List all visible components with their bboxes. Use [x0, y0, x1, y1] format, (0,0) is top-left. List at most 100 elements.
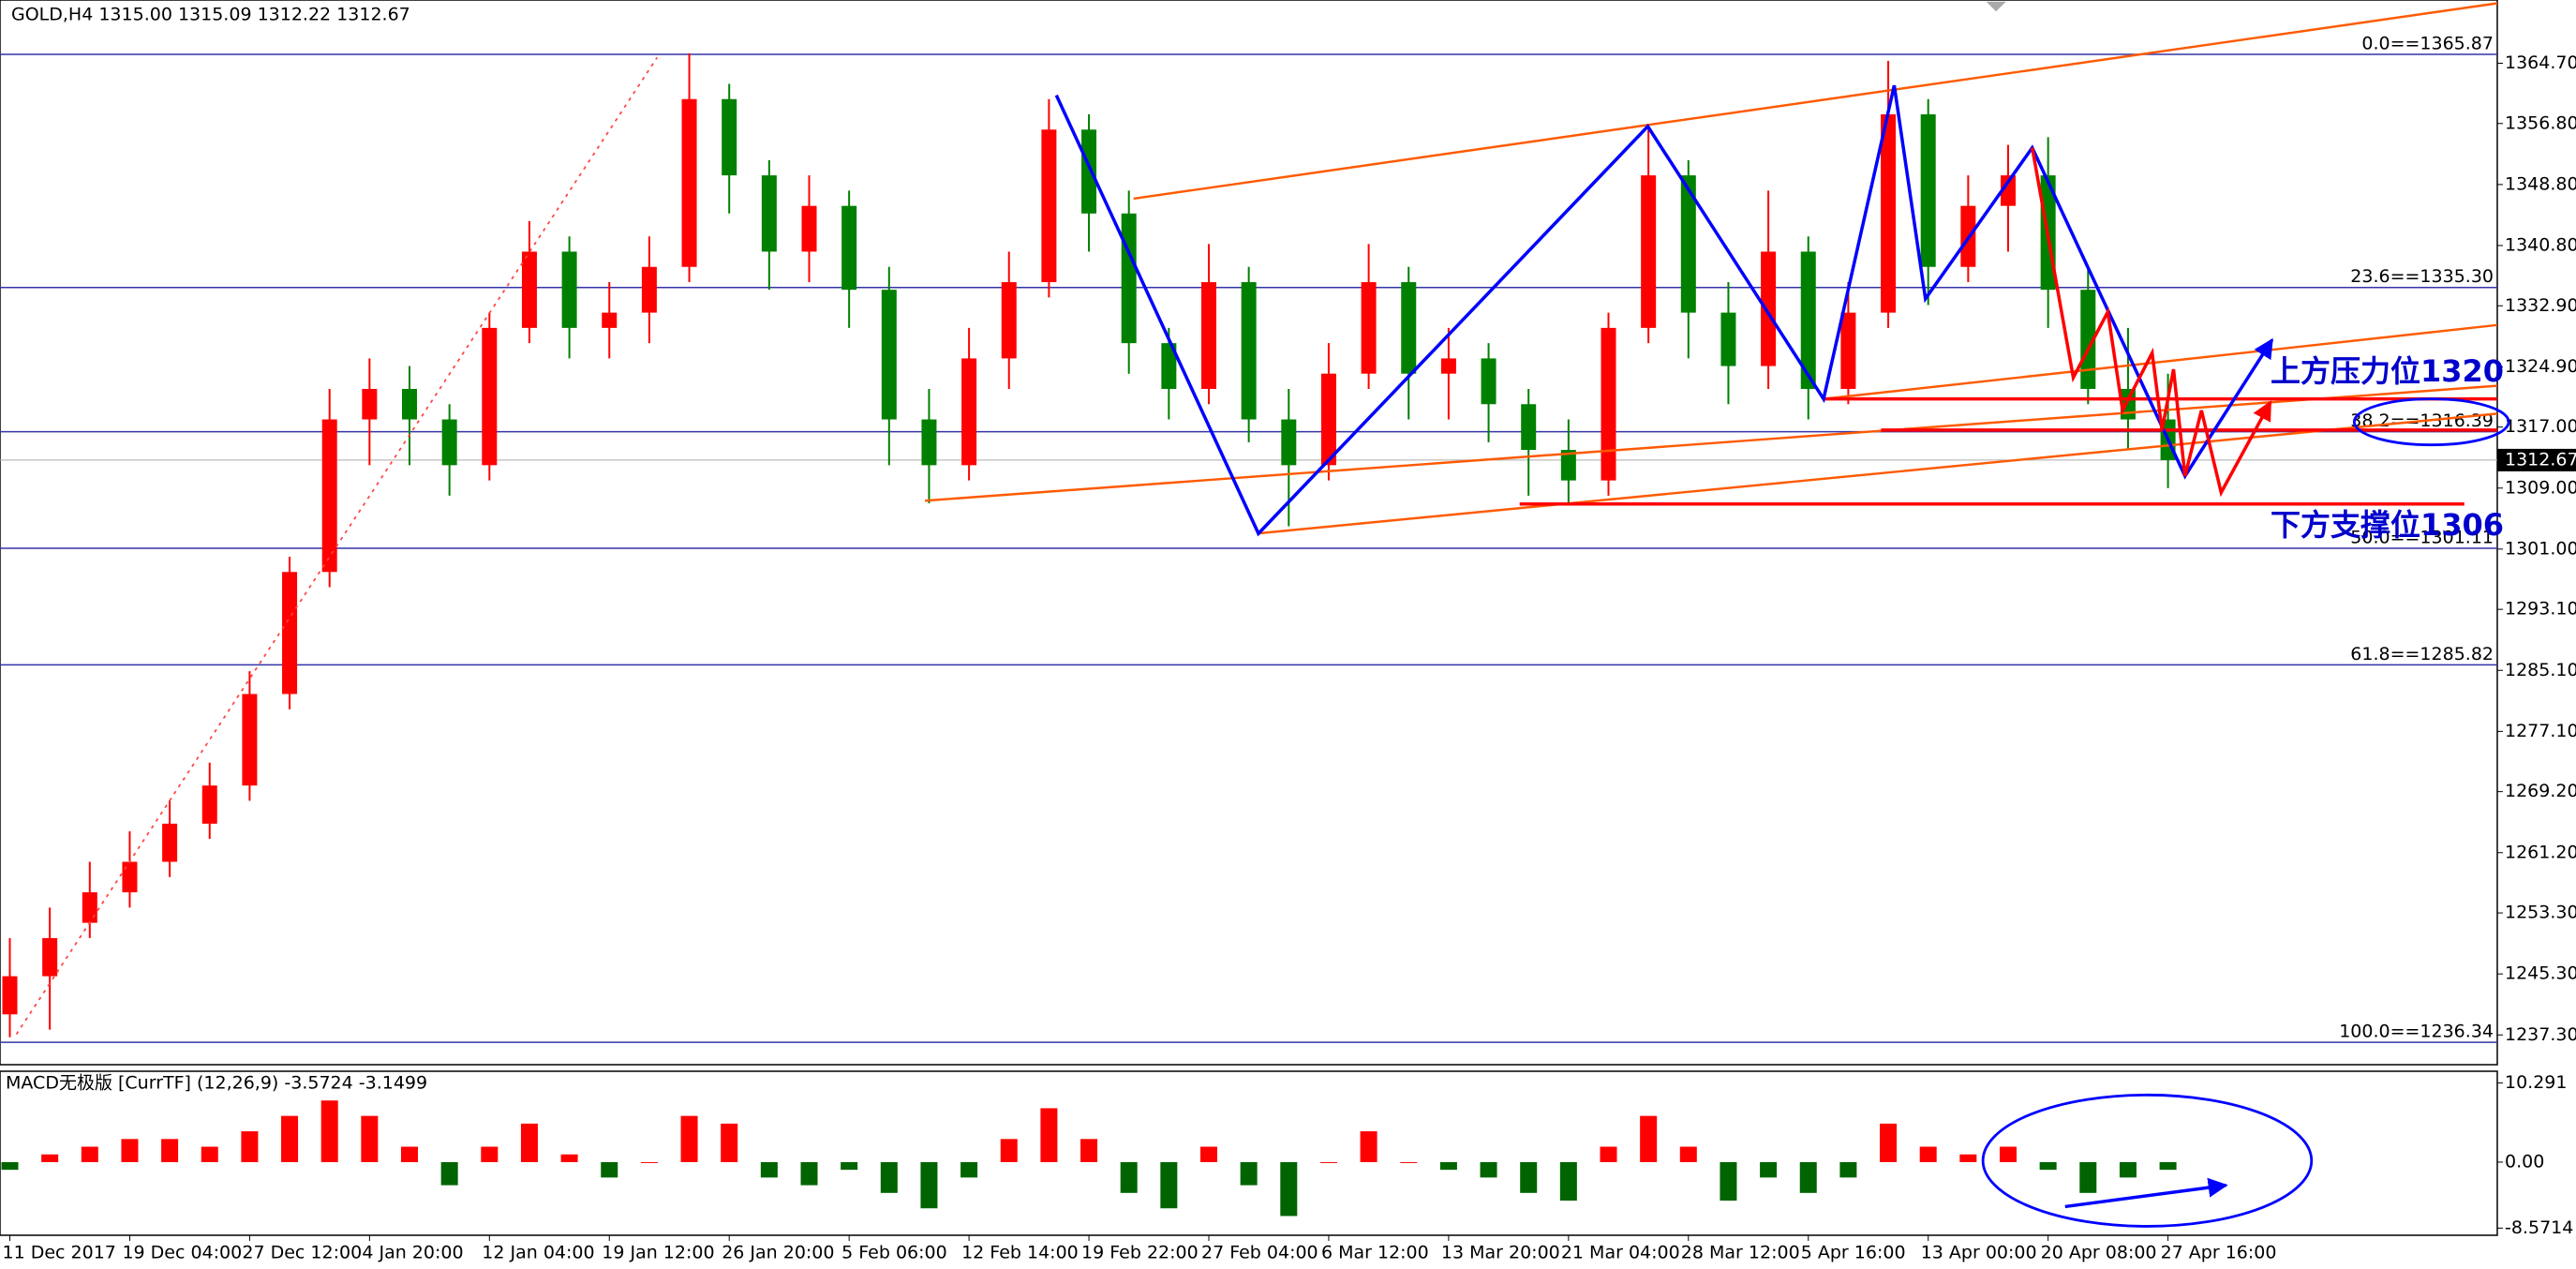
fib-label: 23.6==1335.30 [2350, 266, 2494, 287]
y-tick-label: 1277.10 [2505, 721, 2576, 741]
candle-body [1881, 114, 1897, 313]
candle-body [881, 290, 897, 420]
macd-bar [2159, 1161, 2177, 1171]
candle-body [1481, 358, 1496, 405]
x-tick-label: 13 Apr 00:00 [1921, 1243, 2037, 1263]
candle-body [1720, 312, 1736, 366]
projection-line [2030, 147, 2272, 498]
candle-body [282, 572, 298, 694]
fib-label: 50.0==1301.11 [2350, 527, 2494, 547]
x-tick-label: 19 Jan 12:00 [602, 1243, 714, 1263]
macd-bar [1000, 1139, 1018, 1162]
y-tick-label: 1293.10 [2505, 599, 2576, 620]
macd-bar [81, 1146, 98, 1162]
candle-body [1560, 450, 1576, 481]
y-tick-label: 1356.80 [2505, 112, 2576, 133]
x-tick-label: 13 Mar 20:00 [1441, 1243, 1560, 1263]
current-price-label: 1312.67 [2505, 449, 2576, 470]
x-tick-label: 20 Apr 08:00 [2041, 1243, 2157, 1263]
macd-bar [2079, 1161, 2097, 1193]
y-tick-label: 1317.00 [2505, 416, 2576, 437]
macd-bar [481, 1146, 499, 1162]
macd-bar [440, 1161, 458, 1186]
candle-body [561, 251, 577, 328]
y-tick-label: 1269.20 [2505, 781, 2576, 801]
zigzag-line [1054, 84, 2274, 537]
candle-body [961, 358, 977, 466]
macd-bar [601, 1161, 618, 1178]
macd-bar [1480, 1161, 1497, 1178]
x-tick-label: 6 Mar 12:00 [1321, 1243, 1429, 1263]
y-tick-label: 1324.90 [2505, 356, 2576, 377]
scroll-marker [1986, 1, 2006, 12]
candle-body [1081, 129, 1097, 214]
candle-body [2, 976, 18, 1015]
candle-body [362, 388, 378, 420]
main-panel [0, 0, 2498, 1066]
macd-bar [1080, 1139, 1098, 1162]
macd-bar [1240, 1161, 1258, 1186]
candle-body [201, 785, 217, 824]
drawing-overlay [15, 1, 2510, 1228]
macd-bar [1160, 1161, 1178, 1209]
macd-bar [401, 1146, 418, 1162]
macd-bar [1880, 1123, 1898, 1162]
candle-body [722, 98, 737, 176]
candle-body [1920, 114, 1936, 267]
macd-bar [1520, 1161, 1538, 1193]
candle-body [242, 694, 258, 786]
x-tick-label: 5 Feb 06:00 [841, 1243, 947, 1263]
x-tick-label: 5 Apr 16:00 [1801, 1243, 1906, 1263]
macd-bar [1040, 1108, 1058, 1162]
macd-bar [2000, 1146, 2017, 1162]
channel-line [1133, 2, 2498, 201]
macd-bar [1679, 1146, 1697, 1162]
macd-bar [640, 1161, 658, 1163]
candle-body [521, 251, 537, 328]
candle-body [42, 937, 58, 977]
macd-bar [161, 1139, 179, 1162]
macd-panel [0, 1070, 2498, 1236]
macd-bar [121, 1139, 139, 1162]
x-tick-label: 27 Feb 04:00 [1201, 1243, 1318, 1263]
macd-bar [960, 1161, 978, 1178]
candle-body [1201, 282, 1216, 389]
y-tick-label: 1261.20 [2505, 842, 2576, 862]
macd-bar [1, 1161, 19, 1171]
macd-bar [1559, 1161, 1577, 1202]
x-tick-label: 19 Feb 22:00 [1081, 1243, 1199, 1263]
candle-body [1840, 312, 1856, 389]
macd-bar [2039, 1161, 2057, 1171]
macd-bar [560, 1154, 578, 1162]
channel-line [1823, 323, 2497, 400]
candle-body [82, 892, 97, 923]
macd-bar [1360, 1131, 1377, 1162]
x-tick-label: 28 Mar 12:00 [1681, 1243, 1800, 1263]
candle-body [2080, 290, 2096, 389]
y-tick-label: 1245.30 [2505, 963, 2576, 984]
macd-bar [760, 1161, 778, 1178]
macd-bar [1799, 1161, 1817, 1193]
macd-bar [361, 1115, 379, 1162]
candle-body [1401, 282, 1417, 374]
annotation: 上方压力位1320 [2271, 353, 2504, 389]
macd-bar [281, 1115, 299, 1162]
macd-bar [1640, 1115, 1658, 1162]
macd-bar [800, 1161, 818, 1186]
x-tick-label: 26 Jan 20:00 [722, 1243, 834, 1263]
candle-body [1601, 327, 1616, 481]
highlight-ellipse [1981, 1093, 2314, 1228]
y-tick-label: 1237.30 [2505, 1024, 2576, 1045]
y-tick-label: 1253.30 [2505, 903, 2576, 923]
macd-bar [1439, 1161, 1457, 1171]
macd-bar [1839, 1161, 1857, 1178]
candle-body [162, 823, 178, 862]
candle-body [1241, 282, 1257, 420]
trend-line [15, 56, 659, 1035]
candle-body [1281, 419, 1297, 466]
macd-bar [1319, 1161, 1337, 1163]
macd-bar [841, 1161, 858, 1171]
candle-body [1800, 251, 1816, 389]
candle-body [1041, 129, 1057, 283]
